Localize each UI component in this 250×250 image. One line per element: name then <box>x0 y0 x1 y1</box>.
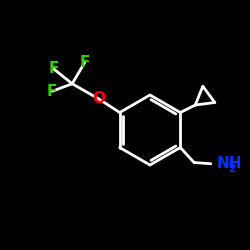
Text: F: F <box>48 61 59 76</box>
Text: NH: NH <box>216 156 242 171</box>
Text: F: F <box>47 84 58 99</box>
Text: O: O <box>92 91 105 106</box>
Text: 2: 2 <box>228 164 236 174</box>
Text: F: F <box>80 55 90 70</box>
